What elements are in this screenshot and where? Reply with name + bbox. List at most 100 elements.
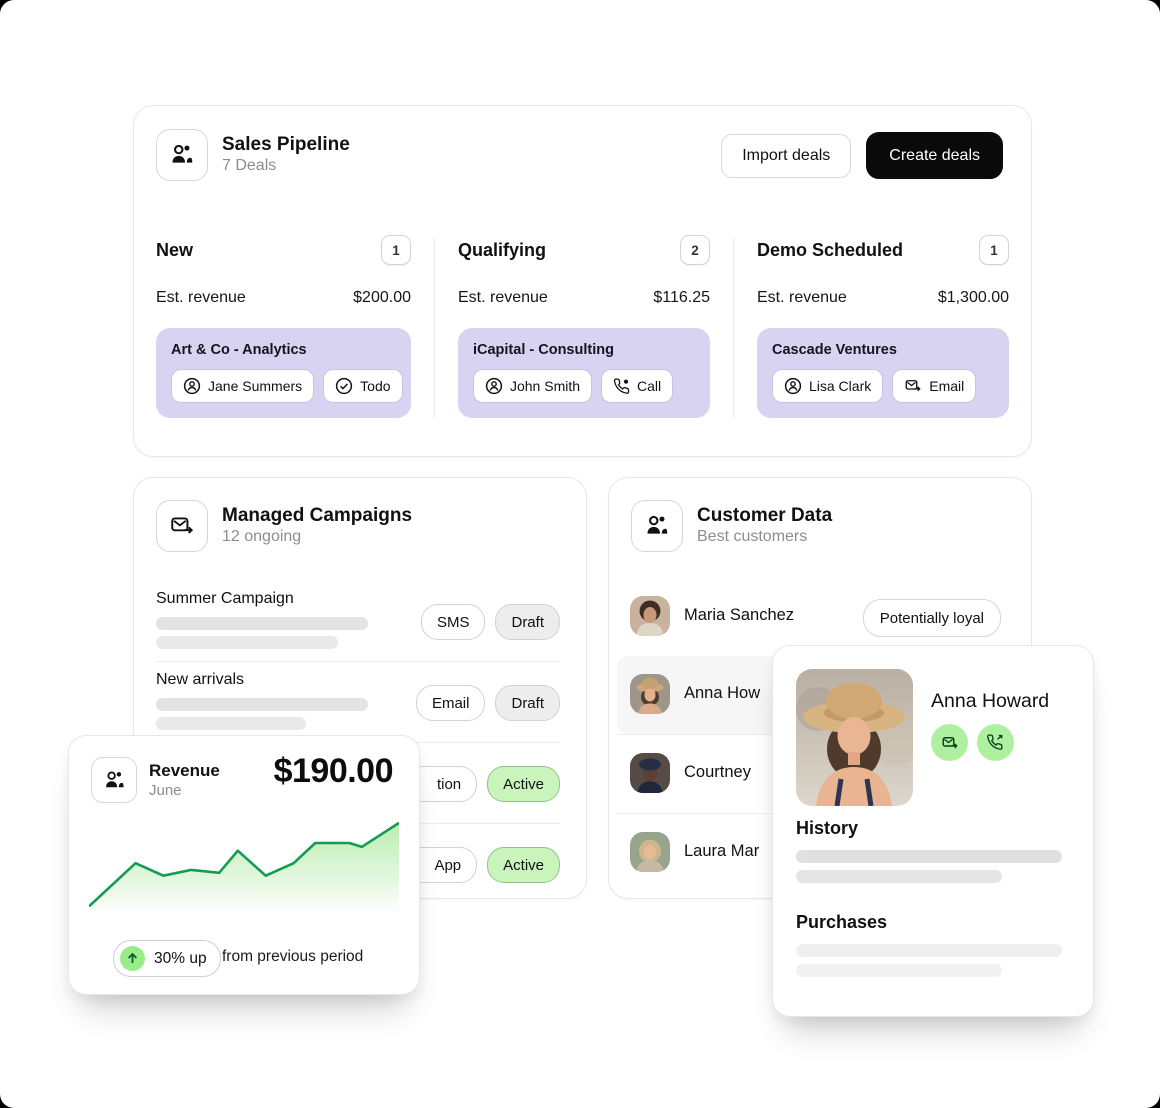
deal-title: iCapital - Consulting	[472, 342, 614, 358]
skeleton-bar	[156, 717, 306, 730]
check-circle-icon	[336, 377, 353, 395]
column-name: Demo Scheduled	[756, 239, 904, 260]
mail-forward-icon	[905, 380, 921, 392]
est-revenue-value: $116.25	[653, 289, 710, 306]
customers-subtitle: Best customers	[697, 528, 808, 546]
est-revenue-label: Est. revenue	[756, 289, 847, 306]
chip-label: John Smith	[509, 378, 581, 394]
mail-forward-icon	[942, 736, 958, 748]
customers-header: Customer Data Best customers	[631, 500, 832, 552]
chip-label: Todo	[360, 378, 391, 394]
profile-name: Anna Howard	[931, 690, 1050, 712]
deal-card[interactable]: Art & Co - Analytics Jane Summers	[156, 328, 411, 418]
revenue-chart	[88, 820, 400, 916]
call-button[interactable]	[977, 724, 1014, 761]
campaign-row[interactable]: Summer Campaign SMS Draft	[156, 581, 560, 661]
person-circle-icon	[784, 377, 802, 395]
deal-title: Cascade Ventures	[771, 342, 897, 358]
column-count-badge: 1	[979, 235, 1009, 265]
status-badge[interactable]: Draft	[495, 685, 560, 721]
phone-icon	[613, 377, 630, 394]
customer-name: Courtney	[684, 763, 751, 781]
status-badge[interactable]: Active	[487, 766, 560, 802]
send-email-button[interactable]	[931, 724, 968, 761]
assignee-chip[interactable]: Jane Summers	[171, 369, 315, 403]
avatar	[630, 832, 670, 872]
sales-pipeline-header: Sales Pipeline 7 Deals	[156, 129, 350, 181]
deal-card[interactable]: Cascade Ventures Lisa Clark	[756, 328, 1009, 418]
campaigns-header: Managed Campaigns 12 ongoing	[156, 500, 412, 552]
trend-badge: 30% up	[113, 940, 221, 977]
arrow-up-icon	[120, 946, 145, 971]
status-badge[interactable]: Active	[487, 847, 560, 883]
pipeline-column-qualifying: Qualifying 2 Est. revenue $116.25 iCapit…	[457, 234, 710, 418]
deals-count: 7 Deals	[222, 157, 277, 175]
pipeline-column-demo-scheduled: Demo Scheduled 1 Est. revenue $1,300.00 …	[756, 234, 1009, 418]
revenue-amount: $190.00	[273, 752, 394, 790]
users-icon	[631, 500, 683, 552]
campaigns-title: Managed Campaigns	[222, 504, 413, 526]
revenue-card: Revenue June $190.00	[68, 735, 420, 995]
skeleton-bar	[796, 944, 1062, 957]
customers-titles: Customer Data Best customers	[697, 504, 832, 549]
profile-actions	[931, 724, 1014, 761]
chip-label: Lisa Clark	[808, 378, 872, 394]
campaign-name: New arrivals	[156, 671, 245, 688]
todo-chip[interactable]: Todo	[323, 369, 403, 403]
pipeline-actions: Import deals Create deals	[721, 132, 1003, 179]
pipeline-column-new: New 1 Est. revenue $200.00 Art & Co - An…	[156, 234, 411, 418]
revenue-header: Revenue June	[91, 757, 220, 803]
skeleton-bar	[796, 870, 1002, 883]
loyalty-badge: Potentially loyal	[862, 599, 1001, 637]
customer-row[interactable]: Maria Sanchez Potentially loyal	[617, 578, 1023, 656]
mail-forward-icon	[156, 500, 208, 552]
create-deals-button[interactable]: Create deals	[866, 132, 1003, 179]
skeleton-bar	[796, 964, 1002, 977]
history-title: History	[796, 818, 859, 838]
customers-title: Customer Data	[697, 504, 833, 526]
campaign-type-chip[interactable]: SMS	[420, 604, 486, 640]
person-circle-icon	[485, 377, 503, 395]
email-chip[interactable]: Email	[892, 369, 977, 403]
chip-label: Jane Summers	[208, 378, 303, 394]
est-revenue-value: $200.00	[353, 289, 411, 306]
deal-title: Art & Co - Analytics	[171, 342, 307, 358]
revenue-period: June	[149, 781, 182, 799]
sales-pipeline-card: Sales Pipeline 7 Deals Import deals Crea…	[133, 105, 1032, 457]
column-divider	[434, 238, 435, 418]
skeleton-bar	[796, 850, 1062, 863]
campaign-name: Summer Campaign	[156, 590, 294, 607]
chip-label: Call	[637, 378, 662, 394]
customer-name: Anna How	[684, 684, 761, 702]
customer-name: Laura Mar	[684, 842, 760, 860]
column-name: New	[156, 239, 194, 260]
skeleton-bar	[156, 698, 368, 711]
trend-value: 30% up	[154, 949, 207, 967]
import-deals-button[interactable]: Import deals	[721, 133, 852, 178]
pipeline-columns: New 1 Est. revenue $200.00 Art & Co - An…	[156, 234, 1009, 418]
deal-card[interactable]: iCapital - Consulting John Smith	[457, 328, 710, 418]
assignee-chip[interactable]: Lisa Clark	[771, 369, 884, 403]
campaign-type-chip[interactable]: Email	[415, 685, 486, 721]
skeleton-bar	[156, 617, 368, 630]
campaigns-titles: Managed Campaigns 12 ongoing	[222, 504, 412, 549]
assignee-chip[interactable]: John Smith	[472, 369, 593, 403]
avatar	[630, 596, 670, 636]
avatar	[630, 674, 670, 714]
profile-photo	[796, 669, 913, 806]
est-revenue-value: $1,300.00	[937, 289, 1009, 306]
column-count-badge: 2	[680, 235, 710, 265]
status-badge[interactable]: Draft	[495, 604, 560, 640]
page-title: Sales Pipeline	[222, 133, 350, 155]
users-icon	[156, 129, 208, 181]
avatar	[630, 753, 670, 793]
customer-row[interactable]: Laura Mar	[617, 813, 1023, 892]
column-name: Qualifying	[457, 239, 546, 260]
call-chip[interactable]: Call	[601, 369, 674, 403]
campaign-row[interactable]: New arrivals Email Draft	[156, 661, 560, 742]
skeleton-bar	[156, 636, 338, 649]
trend-note: from previous period	[222, 948, 364, 965]
est-revenue-label: Est. revenue	[156, 289, 246, 306]
phone-forward-icon	[987, 734, 1003, 750]
